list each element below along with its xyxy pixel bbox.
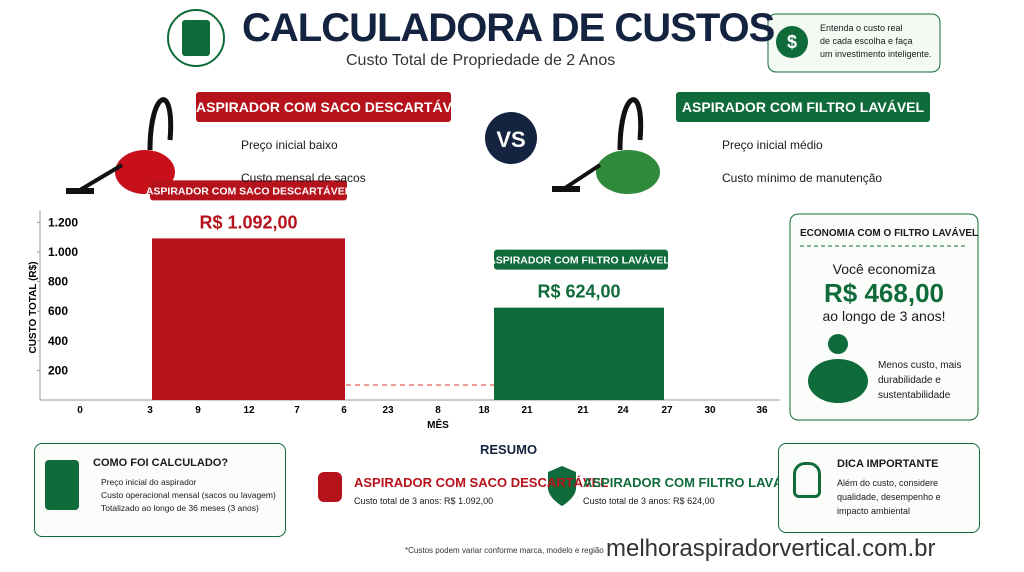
tip-line: impacto ambiental xyxy=(837,506,911,516)
value-label: R$ 624,00 xyxy=(537,282,620,302)
dollar-sign: $ xyxy=(787,32,797,52)
y-tick-label: 1.000 xyxy=(48,245,78,259)
tip-line: Além do custo, considere xyxy=(837,478,939,488)
x-tick-label: 24 xyxy=(617,405,629,416)
coins-icon xyxy=(318,472,342,502)
savings-line: Você economiza xyxy=(832,261,936,277)
note-line: um investimento inteligente. xyxy=(820,49,932,59)
green-vacuum xyxy=(552,97,660,194)
savings-title: ECONOMIA COM O FILTRO LAVÁVEL xyxy=(800,228,979,239)
vs-circle xyxy=(485,112,537,164)
y-tick-label: 800 xyxy=(48,275,68,289)
how-item: Custo operacional mensal (sacos ou lavag… xyxy=(101,490,276,500)
y-axis-title: CUSTO TOTAL (R$) xyxy=(28,261,39,353)
y-tick-label: 200 xyxy=(48,363,68,377)
bar-name: ASPIRADOR COM FILTRO LAVÁVEL xyxy=(488,254,670,267)
x-tick-label: 27 xyxy=(661,405,673,416)
title: CALCULADORA DE CUSTOS xyxy=(242,6,775,50)
savings-note: Menos custo, mais durabilidade e sustentab… xyxy=(878,358,961,403)
piggy-icon xyxy=(808,359,868,403)
summary-name: ASPIRADOR COM SACO DESCARTÁVEL xyxy=(354,475,609,490)
x-tick-label: 0 xyxy=(77,405,83,416)
note-line: de cada escolha e faça xyxy=(820,36,913,46)
how-box: COMO FOI CALCULADO? Preço inicial do asp… xyxy=(34,443,286,537)
x-tick-label: 9 xyxy=(195,405,201,416)
y-tick-label: 1.200 xyxy=(48,215,78,229)
note-line: Entenda o custo real xyxy=(820,23,903,33)
tip-line: qualidade, desempenho e xyxy=(837,492,941,502)
left-name: ASPIRADOR COM SACO DESCARTÁVEL xyxy=(196,99,470,115)
calc-icon xyxy=(45,460,79,510)
bar-name-bg xyxy=(150,180,347,201)
left-name-bg xyxy=(196,92,451,122)
how-item: Totalizado ao longo de 36 meses (3 anos) xyxy=(101,503,259,513)
how-item: Preço inicial do aspirador xyxy=(101,477,197,487)
y-tick-label: 600 xyxy=(48,304,68,318)
x-tick-label: 7 xyxy=(294,405,300,416)
right-name: ASPIRADOR COM FILTRO LAVÁVEL xyxy=(681,99,925,115)
subtitle: Custo Total de Propriedade de 2 Anos xyxy=(346,52,616,69)
x-tick-label: 12 xyxy=(243,405,255,416)
vs: VS xyxy=(496,127,526,152)
tip-box: DICA IMPORTANTE Além do custo, considere… xyxy=(778,443,980,533)
note-line: sustentabilidade xyxy=(878,390,951,401)
summary-name: ASPIRADOR COM FILTRO LAVÁVEL xyxy=(583,475,808,490)
how-list: Preço inicial do aspirador Custo operacio… xyxy=(93,476,276,515)
bar-name-bg xyxy=(494,249,668,270)
note-line: Menos custo, mais xyxy=(878,360,962,371)
bar xyxy=(494,307,664,400)
calc-icon xyxy=(182,20,210,56)
feature: Preço inicial médio xyxy=(722,138,823,152)
bar xyxy=(152,238,345,400)
dollar-icon xyxy=(776,26,808,58)
tip-title: DICA IMPORTANTE xyxy=(837,458,939,470)
x-tick-label: 8 xyxy=(435,405,441,416)
x-tick-label: 21 xyxy=(521,405,533,416)
tip-text: Além do custo, considere qualidade, desem… xyxy=(837,476,941,518)
calc-icon-ring xyxy=(167,9,225,67)
feature: Custo mensal de sacos xyxy=(241,171,366,185)
bulb-icon xyxy=(793,462,821,498)
note-line: durabilidade e xyxy=(878,375,941,386)
watermark: melhoraspiradorvertical.com.br xyxy=(606,535,936,563)
savings-line: ao longo de 3 anos! xyxy=(822,308,946,324)
coin-icon xyxy=(828,334,848,354)
feature: Preço inicial baixo xyxy=(241,138,338,152)
y-tick-label: 400 xyxy=(48,334,68,348)
bar-name: ASPIRADOR COM SACO DESCARTÁVEL xyxy=(146,184,352,197)
x-tick-label: 18 xyxy=(478,405,490,416)
shield-icon xyxy=(548,466,576,506)
value-label: R$ 1.092,00 xyxy=(199,212,297,232)
x-tick-label: 30 xyxy=(704,405,716,416)
note-box xyxy=(767,13,941,73)
note: Entenda o custo real de cada escolha e fa… xyxy=(820,22,932,61)
feature: Custo mínimo de manutenção xyxy=(722,171,883,185)
right-name-bg xyxy=(676,92,930,122)
x-tick-label: 23 xyxy=(382,405,394,416)
red-vacuum xyxy=(66,97,175,194)
x-axis-title: MÊS xyxy=(427,418,449,431)
summary-detail: Custo total de 3 anos: R$ 624,00 xyxy=(583,496,715,506)
savings-amount: R$ 468,00 xyxy=(824,278,944,308)
footnote: *Custos podem variar conforme marca, mod… xyxy=(405,546,604,555)
how-title: COMO FOI CALCULADO? xyxy=(93,457,229,469)
x-tick-label: 6 xyxy=(341,405,347,416)
x-tick-label: 3 xyxy=(147,405,153,416)
summary-title: RESUMO xyxy=(480,442,538,457)
x-tick-label: 21 xyxy=(577,405,589,416)
summary-detail: Custo total de 3 anos: R$ 1.092,00 xyxy=(354,496,494,506)
x-tick-label: 36 xyxy=(756,405,768,416)
